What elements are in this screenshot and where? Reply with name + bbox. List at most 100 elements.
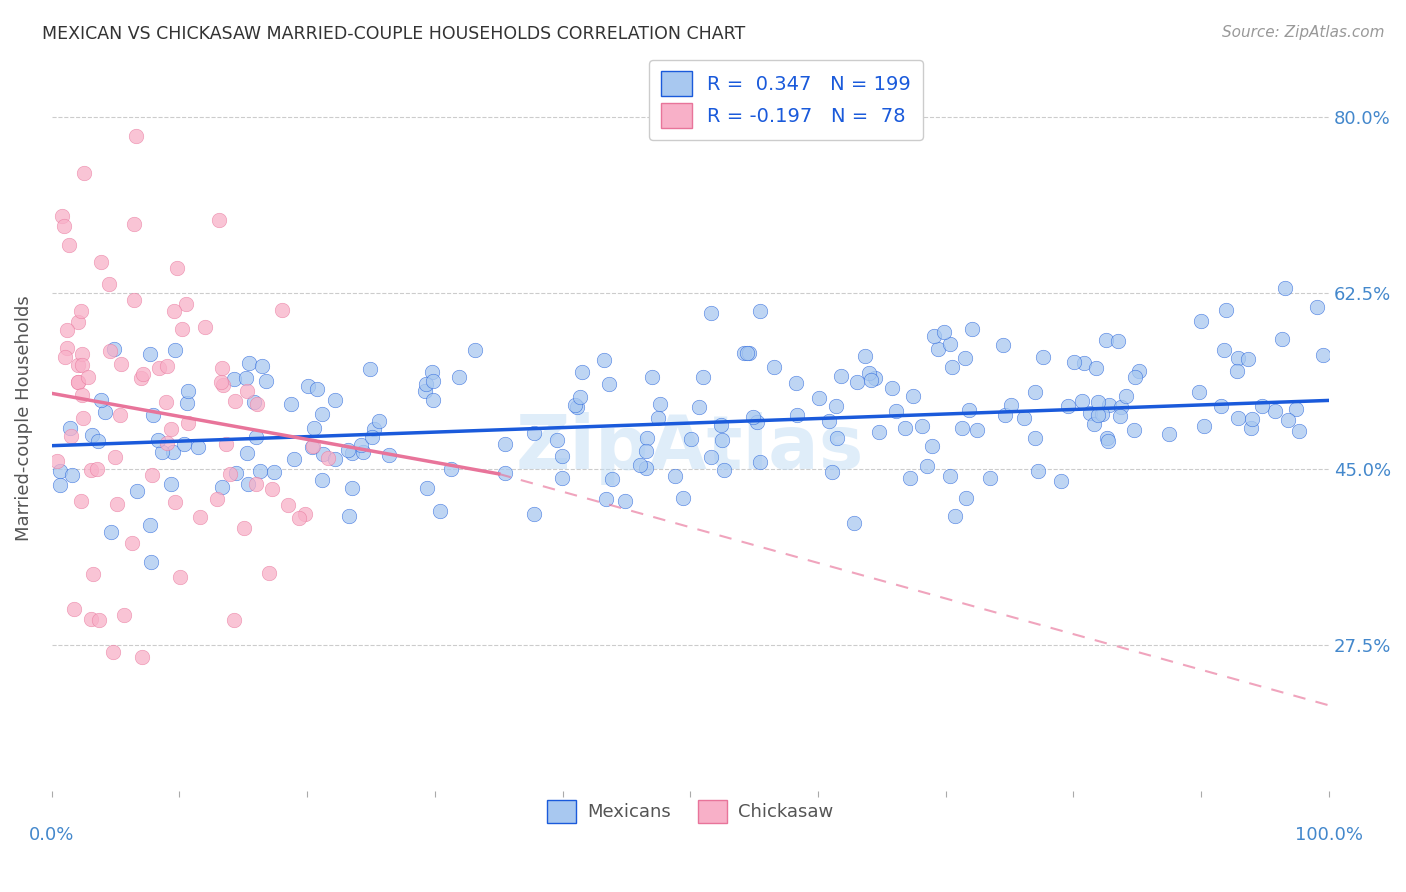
Point (647, 411, 669, 425)
Point (842, 516, 865, 531)
Point (1209, 400, 1232, 414)
Point (129, 371, 152, 385)
Point (70, 304, 93, 318)
Point (125, 128, 148, 143)
Point (277, 499, 299, 513)
Point (302, 439, 325, 453)
Point (67, 375, 90, 389)
Point (551, 449, 574, 463)
Point (1115, 389, 1137, 403)
Point (156, 359, 179, 374)
Point (636, 431, 658, 445)
Point (1274, 281, 1296, 295)
Point (1264, 404, 1286, 418)
Point (921, 439, 943, 453)
Point (60, 467, 83, 482)
Point (238, 356, 260, 370)
Point (337, 508, 360, 523)
Point (169, 569, 191, 583)
Point (938, 468, 960, 483)
Point (82, 567, 104, 582)
Point (271, 303, 294, 318)
Point (222, 613, 245, 627)
Point (72, 411, 94, 425)
Point (742, 409, 765, 424)
Point (104, 450, 127, 464)
Point (150, 445, 173, 459)
Point (55, 350, 77, 364)
Point (818, 413, 841, 427)
Point (66, 315, 89, 329)
Point (257, 566, 280, 580)
Point (312, 447, 335, 461)
Point (350, 438, 373, 452)
Point (1028, 464, 1050, 478)
Point (359, 362, 381, 376)
Point (121, 536, 143, 550)
Point (49, 464, 72, 478)
Point (1097, 431, 1119, 445)
Point (363, 422, 385, 436)
Point (56, 341, 79, 355)
Point (125, 483, 148, 498)
Point (1250, 399, 1272, 413)
Point (1050, 474, 1073, 488)
Point (283, 452, 305, 467)
Point (162, 445, 184, 459)
Point (163, 304, 186, 318)
Point (763, 360, 786, 375)
Point (991, 338, 1014, 352)
Point (901, 389, 924, 403)
Point (100, 524, 122, 539)
Point (236, 384, 259, 398)
Point (60, 428, 83, 442)
Point (551, 471, 574, 485)
Point (807, 391, 830, 405)
Point (880, 381, 903, 395)
Point (415, 376, 437, 391)
Text: ZipAtlas: ZipAtlas (516, 412, 865, 485)
Point (97, 277, 120, 292)
Point (66, 358, 89, 372)
Point (1188, 385, 1211, 400)
Point (243, 394, 266, 409)
Point (1227, 351, 1250, 365)
Point (368, 414, 391, 428)
Point (211, 378, 233, 392)
Y-axis label: Married-couple Households: Married-couple Households (15, 295, 32, 541)
Point (1071, 393, 1094, 408)
Point (628, 458, 651, 472)
Point (593, 352, 616, 367)
Point (86, 462, 108, 476)
Point (700, 305, 723, 319)
Point (70, 388, 93, 402)
Point (323, 451, 346, 466)
Point (323, 392, 346, 407)
Point (952, 421, 974, 435)
Point (1226, 364, 1249, 378)
Point (749, 455, 772, 469)
Point (567, 401, 589, 415)
Point (80, 428, 103, 442)
Point (440, 461, 463, 475)
Point (1123, 369, 1146, 384)
Point (208, 212, 231, 227)
Point (139, 555, 162, 569)
Point (254, 374, 277, 388)
Point (825, 431, 848, 445)
Point (953, 351, 976, 366)
Point (1107, 334, 1129, 349)
Point (1012, 411, 1035, 425)
Point (846, 375, 869, 389)
Point (664, 468, 686, 483)
Point (1108, 409, 1130, 423)
Point (155, 395, 177, 409)
Point (132, 367, 155, 381)
Point (46, 454, 69, 468)
Point (1128, 364, 1150, 378)
Point (340, 446, 363, 460)
Point (172, 322, 194, 336)
Point (101, 645, 124, 659)
Point (966, 423, 988, 437)
Point (224, 372, 246, 386)
